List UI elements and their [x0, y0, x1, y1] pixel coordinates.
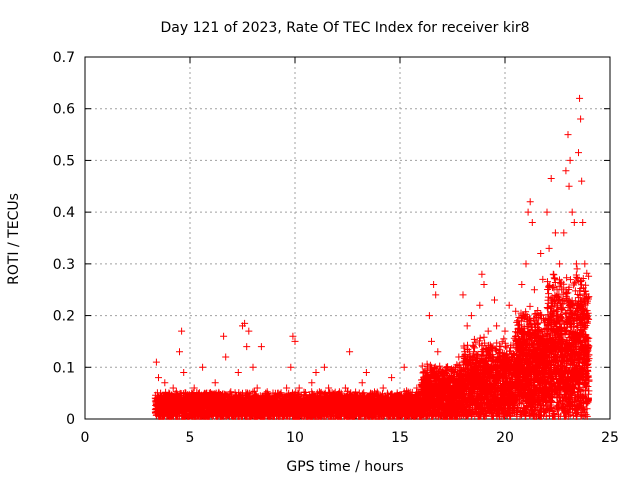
data-point — [241, 319, 249, 327]
data-point — [287, 363, 295, 371]
data-point — [220, 332, 228, 340]
x-tick-label: 25 — [601, 430, 619, 446]
data-point — [467, 312, 475, 320]
data-point — [581, 260, 589, 268]
data-point — [543, 208, 551, 216]
chart-title: Day 121 of 2023, Rate Of TEC Index for r… — [160, 20, 529, 36]
data-point — [463, 322, 471, 330]
data-point — [572, 260, 580, 268]
y-tick-label: 0.7 — [53, 50, 75, 66]
data-point — [388, 374, 396, 382]
dense-layer — [151, 265, 593, 420]
data-point — [234, 368, 242, 376]
data-point — [560, 229, 568, 237]
data-point — [522, 260, 530, 268]
data-point — [199, 363, 207, 371]
data-point — [478, 270, 486, 278]
data-point — [320, 363, 328, 371]
y-tick-label: 0.6 — [53, 102, 75, 118]
data-point — [249, 363, 257, 371]
data-point — [346, 348, 354, 356]
data-point — [578, 177, 586, 185]
data-point — [362, 368, 370, 376]
data-point — [155, 374, 162, 382]
data-point — [537, 250, 545, 258]
data-point — [379, 384, 387, 392]
data-point — [161, 379, 169, 387]
data-point — [577, 115, 585, 123]
data-point — [568, 208, 576, 216]
data-point — [169, 384, 177, 392]
data-point — [476, 301, 484, 309]
y-tick-label: 0 — [66, 412, 75, 428]
data-point — [579, 218, 587, 226]
x-tick-label: 0 — [81, 430, 90, 446]
data-point — [289, 332, 297, 340]
x-tick-label: 20 — [496, 430, 514, 446]
data-point — [291, 337, 299, 345]
data-point — [551, 229, 559, 237]
y-tick-label: 0.5 — [53, 153, 75, 169]
y-axis-label: ROTI / TECUs — [6, 193, 22, 285]
data-point — [565, 182, 573, 190]
data-point — [570, 218, 578, 226]
data-point — [425, 312, 433, 320]
data-point — [257, 343, 265, 351]
data-point — [547, 175, 555, 183]
data-point — [564, 131, 572, 139]
dense-data-cloud — [151, 265, 593, 420]
data-point — [400, 363, 408, 371]
data-point — [190, 384, 198, 392]
data-point — [434, 348, 442, 356]
data-point — [358, 379, 366, 387]
x-axis-label: GPS time / hours — [286, 459, 403, 475]
data-point — [178, 327, 186, 335]
x-tick-label: 5 — [186, 430, 195, 446]
data-point — [211, 379, 219, 387]
data-point — [430, 281, 438, 289]
data-point — [245, 327, 253, 335]
data-point — [295, 384, 303, 392]
data-point — [505, 301, 513, 309]
data-point — [566, 156, 574, 164]
data-point — [459, 291, 467, 299]
data-point — [524, 208, 532, 216]
x-tick-label: 15 — [391, 430, 409, 446]
data-point — [530, 286, 538, 294]
data-point — [526, 198, 534, 206]
data-point — [243, 343, 251, 351]
y-tick-label: 0.4 — [53, 205, 75, 221]
data-point — [180, 368, 188, 376]
y-tick-label: 0.1 — [53, 360, 75, 376]
x-tick-label: 10 — [286, 430, 304, 446]
grid-layer — [85, 57, 610, 419]
data-point — [562, 167, 570, 175]
data-point — [539, 275, 547, 283]
data-point — [491, 296, 498, 304]
data-point — [556, 260, 564, 268]
data-point — [222, 353, 230, 361]
data-point — [432, 291, 440, 299]
data-point — [493, 322, 501, 330]
data-point — [312, 368, 320, 376]
data-point — [283, 384, 291, 392]
data-point — [501, 327, 509, 335]
data-point — [528, 218, 536, 226]
data-point — [428, 337, 435, 345]
data-point — [308, 379, 316, 387]
data-point — [575, 149, 582, 157]
data-point — [576, 94, 584, 102]
y-tick-label: 0.2 — [53, 309, 75, 325]
data-point — [545, 244, 553, 252]
data-point — [176, 348, 183, 356]
data-point — [518, 281, 526, 289]
data-point — [484, 327, 492, 335]
data-point — [480, 281, 488, 289]
data-point — [152, 358, 160, 366]
y-tick-label: 0.3 — [53, 257, 75, 273]
